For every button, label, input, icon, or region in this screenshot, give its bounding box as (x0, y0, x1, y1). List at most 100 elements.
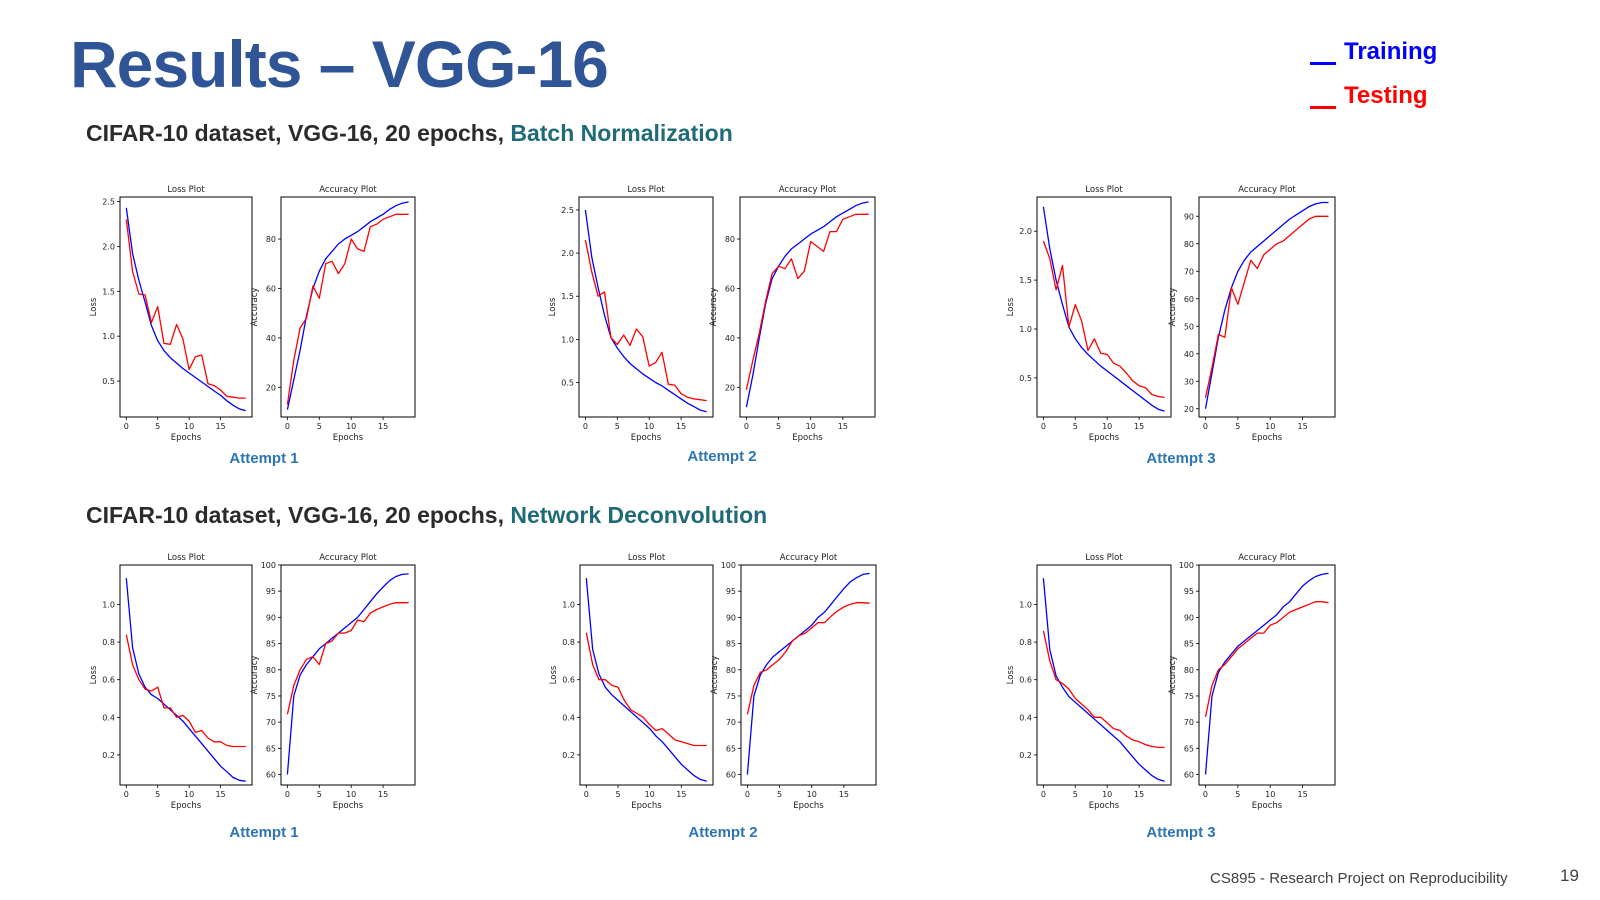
x-tick-label: 15 (215, 422, 225, 431)
y-tick-label: 70 (266, 718, 276, 727)
x-tick-label: 10 (1102, 790, 1112, 799)
x-axis-label: Epochs (631, 433, 662, 443)
x-tick-label: 5 (777, 790, 782, 799)
legend-label-testing: Testing (1344, 82, 1428, 109)
plot-title: Loss Plot (167, 185, 205, 195)
x-tick-label: 0 (285, 422, 290, 431)
y-tick-label: 1.0 (562, 600, 575, 609)
x-tick-label: 0 (1203, 422, 1208, 431)
y-tick-label: 90 (1184, 212, 1194, 221)
y-tick-label: 1.0 (1019, 325, 1032, 334)
testing-line (1204, 215, 1329, 398)
y-tick-label: 0.8 (102, 638, 115, 647)
plot-bn-a1-loss: Loss Plot 0 5 10 15 0.5 1.0 1.5 2.0 2.5 Epochs Loss (89, 185, 253, 443)
x-tick-label: 15 (1298, 422, 1308, 431)
x-tick-label: 5 (615, 790, 620, 799)
x-tick-label: 15 (215, 790, 225, 799)
slide-title: Results – VGG-16 (70, 27, 609, 101)
x-axis-label: Epochs (793, 801, 824, 811)
attempt-label-2: Attempt 2 (688, 824, 758, 841)
y-tick-label: 40 (266, 334, 276, 343)
x-tick-label: 0 (124, 790, 129, 799)
y-tick-label: 0.2 (562, 751, 575, 760)
y-tick-label: 1.0 (102, 332, 115, 341)
testing-line (745, 213, 869, 390)
y-tick-label: 60 (266, 771, 276, 780)
testing-line (286, 213, 409, 405)
plot-frame (579, 564, 714, 786)
plot-title: Loss Plot (1085, 553, 1123, 563)
attempt-label-1: Attempt 1 (229, 824, 299, 841)
y-tick-label: 90 (266, 613, 276, 622)
y-tick-label: 90 (726, 613, 736, 622)
y-tick-label: 20 (725, 383, 735, 392)
plot-title: Accuracy Plot (1238, 185, 1296, 195)
x-tick-label: 10 (644, 422, 654, 431)
training-line (286, 573, 409, 775)
x-tick-label: 10 (806, 422, 816, 431)
x-tick-label: 10 (807, 790, 817, 799)
y-tick-label: 60 (266, 284, 276, 293)
legend-label-training: Training (1344, 38, 1438, 65)
y-tick-label: 100 (721, 561, 736, 570)
training-line (584, 209, 707, 413)
attempt-label-1: Attempt 1 (229, 450, 299, 467)
y-tick-label: 20 (266, 383, 276, 392)
y-tick-label: 85 (1184, 640, 1194, 649)
y-axis-label: Loss (548, 297, 558, 316)
y-axis-label: Accuracy (250, 656, 260, 695)
y-tick-label: 2.0 (1019, 227, 1032, 236)
plot-title: Accuracy Plot (780, 553, 838, 563)
y-tick-label: 70 (1184, 267, 1194, 276)
x-axis-label: Epochs (1089, 433, 1120, 443)
y-tick-label: 65 (1184, 744, 1194, 753)
y-axis-label: Accuracy (1168, 656, 1178, 695)
training-line (125, 578, 246, 782)
x-tick-label: 15 (838, 422, 848, 431)
training-line (1204, 572, 1329, 775)
y-tick-label: 70 (726, 718, 736, 727)
x-tick-label: 0 (744, 422, 749, 431)
x-tick-label: 15 (676, 790, 686, 799)
y-tick-label: 0.2 (1019, 751, 1032, 760)
y-tick-label: 0.5 (561, 378, 574, 387)
plot-nd-a1-loss: Loss Plot 0 5 10 15 0.2 0.4 0.6 0.8 1.0 Epochs Loss (89, 553, 253, 811)
plot-bn-a3-loss: Loss Plot 0 5 10 15 0.5 1.0 1.5 2.0 Epochs Loss (1006, 185, 1172, 443)
testing-line (585, 632, 707, 747)
y-tick-label: 0.5 (102, 377, 115, 386)
page-number: 19 (1560, 866, 1579, 885)
plot-frame (280, 564, 416, 786)
x-tick-label: 0 (124, 422, 129, 431)
y-tick-label: 80 (726, 666, 736, 675)
y-tick-label: 100 (261, 561, 276, 570)
y-tick-label: 75 (1184, 692, 1194, 701)
x-tick-label: 0 (1041, 790, 1046, 799)
y-tick-label: 60 (726, 771, 736, 780)
x-axis-label: Epochs (1252, 433, 1283, 443)
y-tick-label: 0.4 (1019, 713, 1032, 722)
training-line (1204, 201, 1329, 409)
x-tick-label: 15 (1298, 790, 1308, 799)
y-axis-label: Loss (1006, 297, 1016, 316)
y-tick-label: 95 (1184, 587, 1194, 596)
y-tick-label: 30 (1184, 377, 1194, 386)
y-tick-label: 0.4 (102, 713, 115, 722)
training-line (585, 578, 707, 782)
footer-course: CS895 - Research Project on Reproducibil… (1210, 870, 1508, 887)
plot-nd-a2-acc: Accuracy Plot 0 5 10 15 60 65 70 75 80 85 90 95 100 Ep… (710, 553, 877, 811)
y-tick-label: 80 (266, 235, 276, 244)
x-tick-label: 15 (839, 790, 849, 799)
testing-line (1204, 601, 1329, 718)
plot-nd-a3-acc: Accuracy Plot 0 5 10 15 60 65 70 75 80 85 90 95 100 Ep… (1168, 553, 1336, 811)
x-tick-label: 0 (1203, 790, 1208, 799)
subtitle-prefix: CIFAR-10 dataset, VGG-16, 20 epochs, (86, 120, 511, 146)
attempt-label-3: Attempt 3 (1146, 824, 1216, 841)
section-subtitle-batch-norm: CIFAR-10 dataset, VGG-16, 20 epochs, Bat… (86, 120, 733, 147)
x-tick-label: 0 (583, 422, 588, 431)
y-tick-label: 80 (725, 235, 735, 244)
x-axis-label: Epochs (1089, 801, 1120, 811)
x-tick-label: 5 (1073, 790, 1078, 799)
y-tick-label: 1.0 (1019, 600, 1032, 609)
y-tick-label: 90 (1184, 613, 1194, 622)
